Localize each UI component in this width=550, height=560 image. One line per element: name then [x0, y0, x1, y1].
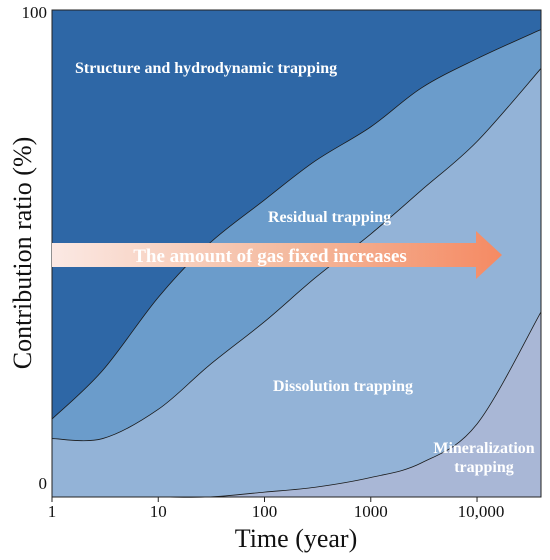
gas-fixed-arrow: The amount of gas fixed increases: [52, 231, 502, 279]
arrow-label: The amount of gas fixed increases: [133, 246, 407, 267]
x-tick-label: 1000: [354, 502, 388, 521]
x-tick-label: 10: [150, 502, 167, 521]
y-tick-label: 0: [39, 474, 48, 493]
x-axis-title: Time (year): [235, 524, 358, 553]
region-label-residual: Residual trapping: [268, 209, 391, 226]
x-tick-label: 100: [252, 502, 278, 521]
region-label-dissolution: Dissolution trapping: [273, 378, 413, 395]
arrow-shape: [52, 231, 502, 279]
x-tick-label: 10,000: [458, 502, 505, 521]
y-axis-title: Contribution ratio (%): [8, 137, 37, 370]
x-tick-label: 1: [48, 502, 57, 521]
boundary-line-dissolution-trapping: [51, 68, 542, 442]
region-label-mineralization-line1: Mineralization: [433, 440, 534, 457]
area-mineralization-trapping: [52, 311, 541, 498]
y-tick-label: 100: [22, 3, 48, 22]
area-dissolution-trapping: [52, 68, 541, 497]
boundary-line-residual-trapping: [51, 29, 542, 420]
region-label-mineralization-line2: trapping: [454, 459, 514, 476]
region-label-structure: Structure and hydrodynamic trapping: [75, 60, 337, 77]
